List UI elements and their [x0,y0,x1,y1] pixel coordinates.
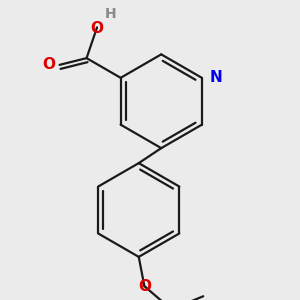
Text: H: H [104,7,116,21]
Text: O: O [138,279,151,294]
Text: N: N [210,70,223,85]
Text: O: O [91,21,103,36]
Text: O: O [43,57,56,72]
